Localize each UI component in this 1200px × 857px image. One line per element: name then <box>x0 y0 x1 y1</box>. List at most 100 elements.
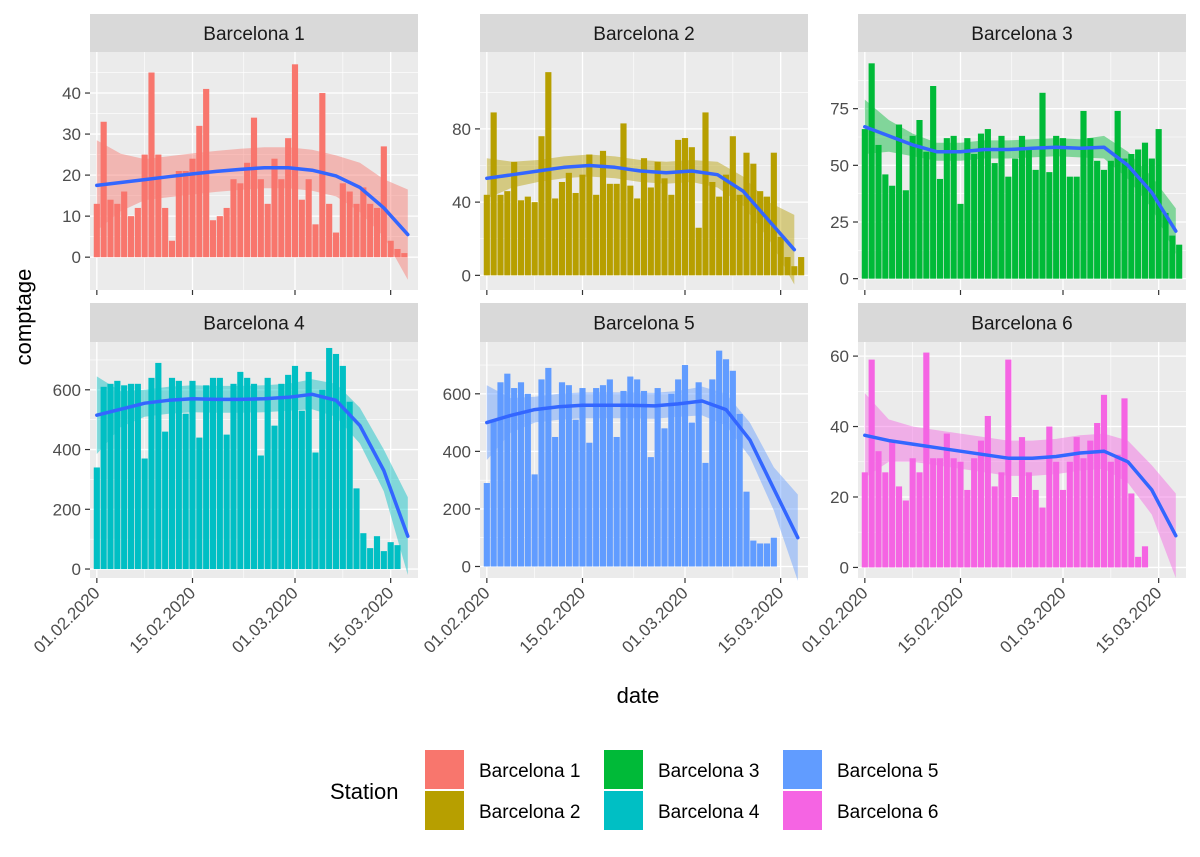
legend-swatch <box>604 791 643 830</box>
y-tick-label: 200 <box>53 500 81 519</box>
bar <box>654 388 661 567</box>
confidence-band <box>486 154 795 285</box>
bar <box>661 178 668 276</box>
bar <box>681 138 689 276</box>
bar <box>134 383 141 570</box>
bar <box>750 540 757 567</box>
bar <box>998 472 1005 568</box>
bar <box>606 379 613 567</box>
bar <box>298 199 305 258</box>
facet-strip-label: Barcelona 2 <box>593 24 694 45</box>
bar <box>1114 110 1121 279</box>
bar <box>1107 160 1114 279</box>
bar <box>373 207 381 258</box>
bar <box>203 385 210 570</box>
bar <box>332 232 340 258</box>
bar <box>490 419 497 567</box>
bar <box>490 112 497 276</box>
facet-panel: Barcelona 2 0 40 80 <box>452 14 808 295</box>
bar <box>367 548 374 570</box>
bar <box>346 191 353 258</box>
bar <box>613 436 620 567</box>
y-tick-label: 0 <box>72 560 81 579</box>
bar <box>127 383 135 570</box>
bar <box>882 472 889 568</box>
legend-swatch <box>783 791 822 830</box>
y-tick-label: 0 <box>840 270 849 289</box>
bar <box>943 433 950 568</box>
bar <box>511 161 518 276</box>
bar <box>189 380 196 570</box>
bar <box>902 500 909 568</box>
bar <box>182 413 189 570</box>
bar <box>736 194 743 276</box>
bar <box>134 207 141 258</box>
bar <box>984 415 991 568</box>
bar <box>1100 169 1108 279</box>
bar <box>1012 158 1019 279</box>
bar <box>305 371 312 570</box>
legend-label: Barcelona 6 <box>837 802 938 823</box>
bar <box>729 136 736 276</box>
y-tick-label: 400 <box>53 441 81 460</box>
bar <box>1046 426 1053 568</box>
bar <box>1025 147 1032 279</box>
bar <box>916 120 923 279</box>
bar <box>305 179 312 258</box>
bar <box>950 135 957 279</box>
y-tick-label: 600 <box>53 381 81 400</box>
bar <box>688 422 695 567</box>
bar <box>770 152 777 276</box>
bar <box>743 152 750 276</box>
y-tick-label: 0 <box>840 558 849 577</box>
bar <box>1046 172 1053 279</box>
y-tick-label: 80 <box>452 120 471 139</box>
bar <box>1005 176 1012 279</box>
y-tick-label: 40 <box>830 418 849 437</box>
legend-swatch <box>425 750 464 789</box>
bar <box>162 207 169 258</box>
bar <box>367 203 374 258</box>
bar <box>387 240 394 258</box>
bar <box>1094 160 1101 279</box>
bar <box>654 161 661 276</box>
bar <box>285 374 292 570</box>
y-tick-label: 75 <box>830 100 849 119</box>
y-tick-label: 0 <box>462 266 471 285</box>
bar <box>586 154 593 276</box>
bar <box>1039 507 1046 568</box>
bar <box>483 483 490 567</box>
bar <box>668 393 675 567</box>
bar <box>141 458 148 570</box>
bar <box>373 536 381 570</box>
bar <box>868 359 875 568</box>
bar <box>991 486 998 568</box>
bar <box>545 367 552 567</box>
bar <box>565 172 572 276</box>
bar <box>168 377 176 570</box>
bar <box>1148 158 1155 279</box>
bar <box>162 431 169 570</box>
bar <box>524 393 531 567</box>
facet-panel: Barcelona 1 0 10 20 30 40 <box>62 14 418 295</box>
bar <box>882 174 889 279</box>
bar <box>278 383 285 570</box>
bar <box>572 419 579 567</box>
y-tick-label: 400 <box>443 442 471 461</box>
bar <box>1107 461 1114 568</box>
bar <box>244 162 251 258</box>
bar <box>565 385 572 567</box>
bar <box>216 216 223 258</box>
bar <box>326 347 333 570</box>
bar <box>743 491 750 567</box>
bar <box>702 462 709 567</box>
bar <box>237 183 244 258</box>
bar <box>627 376 634 567</box>
bar <box>223 434 230 570</box>
smooth-line <box>485 399 800 540</box>
bar <box>1059 138 1067 279</box>
bar <box>237 371 244 570</box>
bar <box>319 93 326 258</box>
bar <box>524 196 531 276</box>
bar <box>627 185 634 276</box>
